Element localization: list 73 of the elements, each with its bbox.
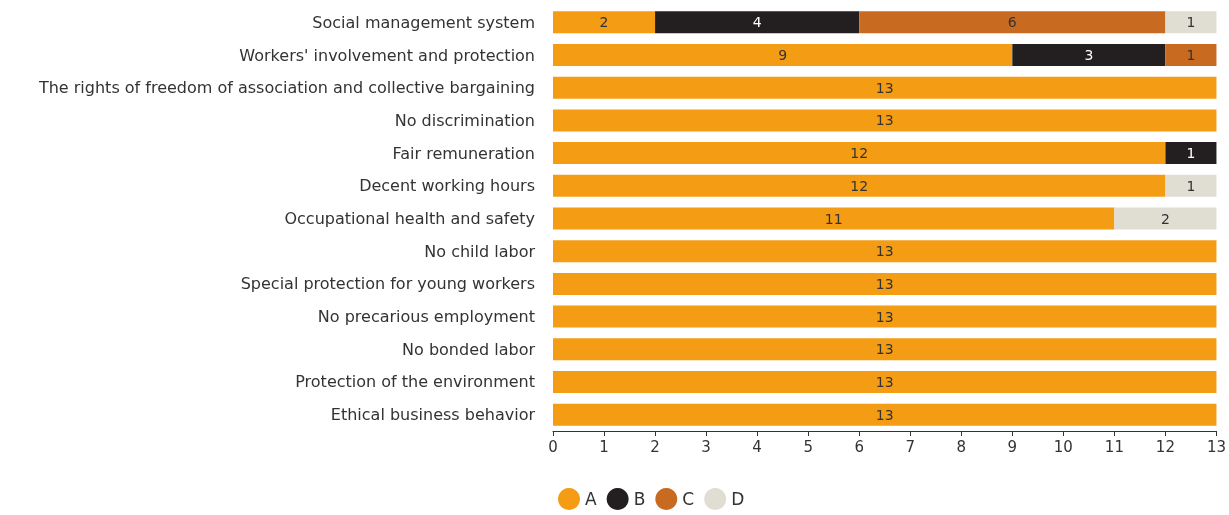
data-label: 13: [875, 373, 894, 390]
legend-label: C: [682, 489, 695, 509]
bar: [553, 207, 1115, 230]
bar: [1165, 174, 1217, 197]
y-tick-label: No precarious employment: [317, 307, 535, 327]
y-tick-label: Decent working hours: [359, 176, 535, 196]
data-label: 2: [599, 14, 609, 31]
y-tick-label: Fair remuneration: [392, 143, 535, 163]
x-tick-label: 2: [650, 437, 660, 456]
data-label: 12: [850, 177, 869, 194]
data-label: 13: [875, 243, 894, 260]
data-label: 13: [875, 275, 894, 292]
bar: [553, 305, 1217, 328]
bar: [553, 370, 1217, 393]
data-label: 11: [824, 210, 843, 227]
y-tick-label: Workers' involvement and protection: [239, 45, 535, 65]
bar: [1114, 207, 1217, 230]
x-tick-label: 13: [1206, 437, 1226, 456]
data-label: 1: [1186, 145, 1196, 162]
data-label: 6: [1007, 14, 1017, 31]
x-tick-label: 3: [701, 437, 711, 456]
x-tick-label: 5: [803, 437, 813, 456]
bar: [1165, 142, 1217, 165]
y-tick-label: Protection of the environment: [295, 372, 535, 392]
data-label: 1: [1186, 14, 1196, 31]
bar: [553, 11, 656, 34]
bar: [1165, 11, 1217, 34]
y-tick-label: Occupational health and safety: [284, 209, 535, 228]
y-tick-label: The rights of freedom of association and collective bargaining: [37, 78, 535, 98]
x-tick-label: 12: [1155, 437, 1175, 456]
bar: [553, 76, 1217, 99]
y-tick-label: No child labor: [424, 241, 536, 261]
data-label: 2: [1160, 210, 1170, 227]
data-label: 9: [778, 47, 788, 64]
data-label: 13: [875, 341, 894, 358]
data-label: 1: [1186, 47, 1196, 64]
bar: [553, 44, 1013, 67]
legend-label: B: [633, 489, 646, 509]
y-tick-label: Special protection for young workers: [240, 274, 535, 294]
x-tick-label: 6: [854, 437, 864, 456]
data-label: 1: [1186, 177, 1196, 194]
data-label: 13: [875, 406, 894, 423]
x-tick-label: 9: [1007, 437, 1018, 456]
y-tick-label: No discrimination: [394, 110, 535, 130]
legend-label: A: [585, 489, 597, 509]
bar: [553, 109, 1217, 132]
data-label: 4: [752, 14, 762, 31]
y-tick-label: Social management system: [312, 12, 535, 32]
x-tick-label: 11: [1104, 437, 1124, 456]
bar: [1165, 44, 1217, 67]
data-label: 12: [850, 145, 869, 162]
bar: [1012, 44, 1166, 67]
data-label: 13: [875, 308, 894, 325]
bar: [655, 11, 860, 34]
x-tick-label: 0: [548, 437, 558, 456]
bar: [553, 142, 1166, 165]
data-label: 13: [875, 112, 894, 129]
bar: [553, 174, 1166, 197]
x-tick-label: 1: [599, 437, 609, 456]
y-tick-label: Ethical business behavior: [330, 405, 536, 425]
bar: [553, 272, 1217, 295]
x-tick-label: 7: [905, 437, 916, 456]
y-tick-label: No bonded labor: [402, 339, 536, 359]
data-label: 13: [875, 79, 894, 96]
legend-label: D: [731, 489, 745, 509]
data-label: 3: [1084, 47, 1094, 64]
bar: [553, 338, 1217, 361]
x-tick-label: 10: [1053, 437, 1073, 456]
x-tick-label: 8: [956, 437, 967, 456]
bar: [553, 240, 1217, 263]
x-tick-label: 4: [752, 437, 762, 456]
bar: [859, 11, 1166, 34]
bar: [553, 403, 1217, 426]
